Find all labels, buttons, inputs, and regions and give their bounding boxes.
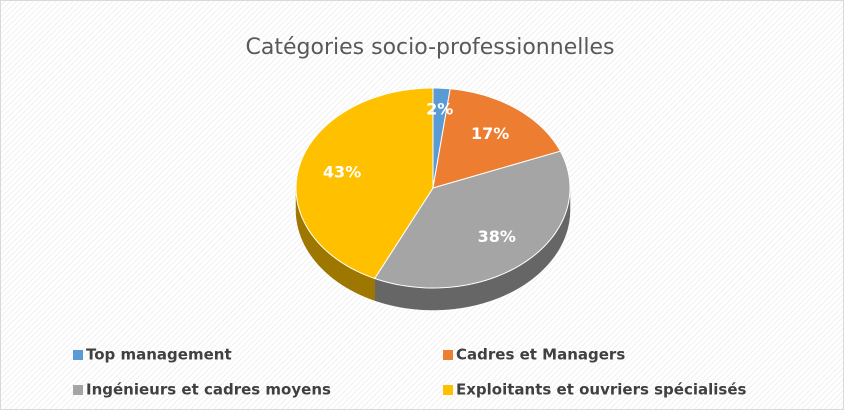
legend-swatch [73,385,83,395]
legend-swatch [443,350,453,360]
data-label: 43% [323,163,361,182]
legend-label: Exploitants et ouvriers spécialisés [456,381,747,399]
slice [373,150,571,289]
data-label: 38% [478,227,516,246]
data-label: 17% [471,124,509,143]
legend-label: Top management [86,346,232,364]
slice [295,87,434,280]
legend-swatch [443,385,453,395]
data-label: 2% [426,100,453,119]
slice [432,88,562,189]
legend-label: Cadres et Managers [456,346,625,364]
legend-swatch [73,350,83,360]
chart-title: Catégories socio-professionnelles [246,35,615,60]
legend-label: Ingénieurs et cadres moyens [86,381,331,399]
